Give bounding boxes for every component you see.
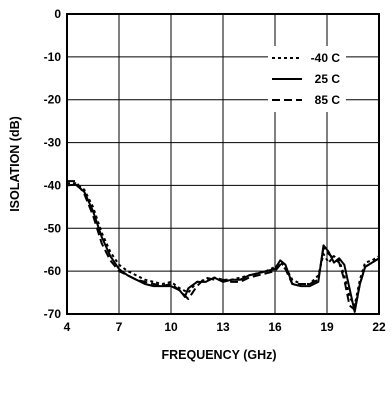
x-tick-label: 10	[164, 320, 178, 334]
x-tick-label: 19	[320, 320, 334, 334]
legend-label: -40 C	[311, 51, 341, 65]
series-layer	[66, 180, 380, 313]
plot-frame	[66, 13, 380, 315]
series-line	[66, 183, 380, 313]
axes: 4 7 10 13 16 19 22 0 -10 -20 -30 -40 -50 -60 -70	[44, 7, 386, 334]
y-tick-label: -60	[44, 264, 62, 278]
y-axis-label: ISOLATION (dB)	[8, 116, 22, 212]
y-tick-label: -30	[44, 136, 62, 150]
x-tick-label: 13	[216, 320, 230, 334]
y-tick-label: -50	[44, 221, 62, 235]
y-tick-label: -40	[44, 178, 62, 192]
x-tick-label: 7	[116, 320, 123, 334]
x-tick-label: 16	[268, 320, 282, 334]
legend-label: 25 C	[315, 72, 341, 86]
y-tick-label: 0	[54, 7, 61, 21]
y-tick-label: -10	[44, 50, 62, 64]
series-line	[67, 180, 380, 311]
x-tick-label: 4	[64, 320, 71, 334]
legend: -40 C 25 C 85 C	[268, 46, 346, 112]
x-axis-label: FREQUENCY (GHz)	[161, 348, 276, 362]
y-tick-label: -20	[44, 93, 62, 107]
y-tick-label: -70	[44, 307, 62, 321]
legend-label: 85 C	[315, 93, 341, 107]
x-tick-label: 22	[372, 320, 386, 334]
